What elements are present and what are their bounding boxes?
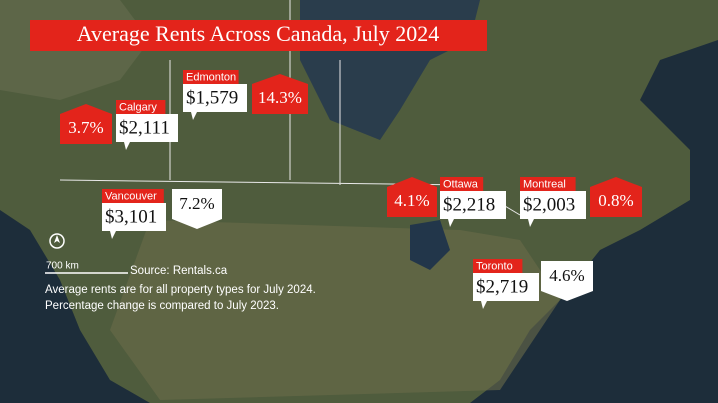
- rent: $2,003: [523, 194, 575, 215]
- city-label-box: [520, 177, 576, 191]
- change-down: [541, 261, 593, 301]
- title-banner: [30, 20, 487, 51]
- city-label-box: [183, 70, 239, 84]
- city-name: Montreal: [523, 178, 566, 190]
- great-lakes: [410, 220, 450, 270]
- city-label-box: [440, 177, 484, 191]
- title: Average Rents Across Canada, July 2024: [77, 21, 440, 46]
- rent-box: [102, 203, 166, 239]
- note: Average rents are for all property types…: [45, 284, 316, 296]
- rent: $1,579: [186, 87, 238, 108]
- usa: [110, 220, 560, 400]
- change: 4.6%: [549, 266, 584, 285]
- rent: $3,101: [105, 206, 157, 227]
- change: 0.8%: [598, 191, 633, 210]
- city-label-box: [473, 259, 523, 273]
- city-name: Edmonton: [186, 71, 236, 83]
- city-name: Vancouver: [105, 190, 157, 202]
- rent-box: [473, 273, 539, 309]
- city-name: Calgary: [119, 101, 157, 113]
- change-down: [172, 189, 222, 229]
- rent-box: [116, 114, 178, 150]
- rent: $2,719: [476, 276, 528, 297]
- rent: $2,111: [119, 117, 170, 138]
- change-up: [387, 177, 437, 217]
- rent: $2,218: [443, 194, 495, 215]
- change-up: [60, 104, 112, 144]
- change-up: [590, 177, 642, 217]
- change: 3.7%: [68, 118, 103, 137]
- city-name: Toronto: [476, 260, 513, 272]
- city-name: Ottawa: [443, 178, 479, 190]
- change-up: [252, 74, 308, 114]
- scale-label: 700 km: [46, 261, 79, 272]
- rent-box: [440, 191, 506, 227]
- note: Percentage change is compared to July 20…: [45, 300, 279, 312]
- source: Source: Rentals.ca: [130, 265, 228, 277]
- rent-box: [520, 191, 586, 227]
- rent-box: [183, 84, 247, 120]
- change: 7.2%: [179, 194, 214, 213]
- change: 4.1%: [394, 191, 429, 210]
- city-label-box: [116, 100, 166, 114]
- city-label-box: [102, 189, 164, 203]
- compass: [49, 233, 65, 249]
- change: 14.3%: [258, 88, 302, 107]
